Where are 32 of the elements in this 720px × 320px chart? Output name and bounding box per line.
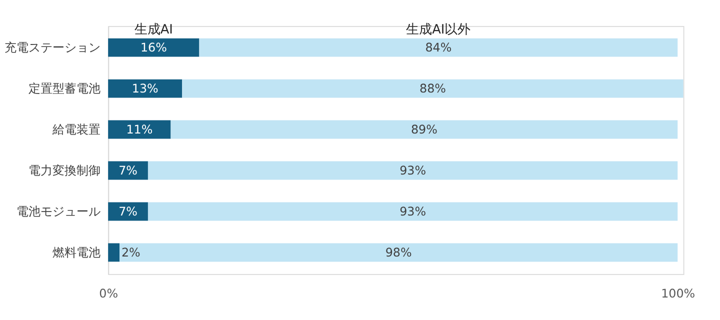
data-label: 93% [400,204,426,218]
y-tick-label: 定置型蓄電池 [28,82,101,96]
x-tick-label: 0% [99,286,118,300]
data-label: 93% [400,163,426,178]
data-label: 89% [410,122,438,136]
series-label: 生成AI [134,22,173,38]
data-label: 88% [420,82,446,96]
data-label: 11% [126,122,153,136]
data-label: 98% [385,245,412,260]
data-label: 84% [425,40,452,55]
data-label: 7% [118,204,138,218]
bar [108,243,120,262]
x-tick-label: 100% [661,286,696,300]
bar [148,202,678,221]
y-tick-label: 給電装置 [52,122,101,136]
bar [108,79,182,98]
bar [170,120,678,139]
bar [182,79,684,98]
y-tick-label: 電力変換制御 [28,163,101,178]
y-tick-label: 充電ステーション [4,40,101,55]
bar [119,243,678,262]
y-tick-label: 電池モジュール [16,204,101,218]
series-label: 生成AI以外 [406,22,471,38]
data-label: 13% [132,82,158,96]
bar [108,120,171,139]
data-label: 7% [118,163,138,178]
y-tick-label: 燃料電池 [52,245,101,260]
bar [108,38,200,57]
data-label: 2% [121,245,140,260]
bar [199,38,678,57]
data-label: 16% [140,40,167,55]
bar [148,161,678,180]
